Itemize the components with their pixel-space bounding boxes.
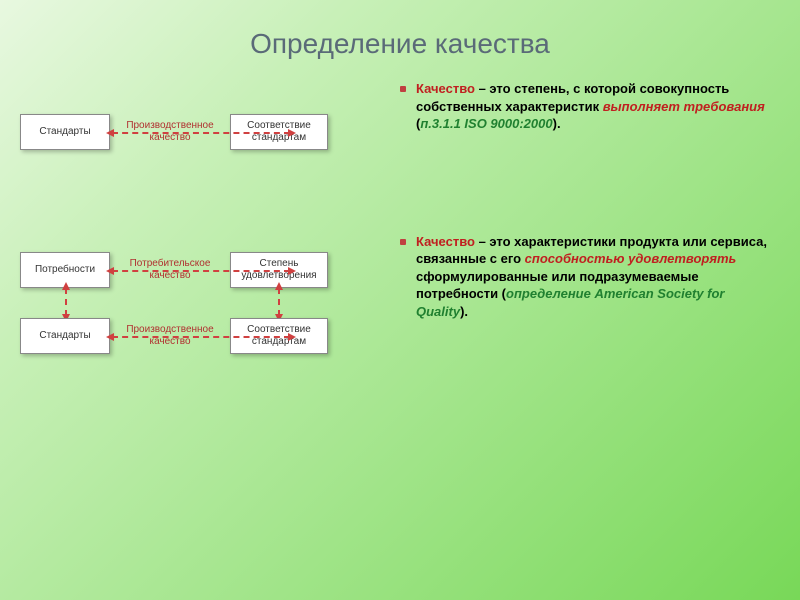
diagram-consumer-production: Потребности Потребительское качество Сте… — [20, 246, 390, 360]
definitions-column: Качество – это степень, с которой совоку… — [390, 80, 770, 450]
label-consumer-quality: Потребительское качество — [110, 258, 230, 282]
label-production-quality: Производственное качество — [110, 120, 230, 144]
def1-emphasis: выполняет требования — [603, 99, 765, 114]
term-quality: Качество — [416, 234, 475, 249]
diagram2-row1: Потребности Потребительское качество Сте… — [20, 246, 390, 294]
def2-tail2: ). — [460, 304, 468, 319]
def1-tail2: ). — [553, 116, 561, 131]
box-standards: Стандарты — [20, 318, 110, 354]
box-standards: Стандарты — [20, 114, 110, 150]
slide-title: Определение качества — [0, 0, 800, 60]
definition-asq: Качество – это характеристики продукта и… — [400, 233, 770, 321]
diagram1-row: Стандарты Производственное качество Соот… — [20, 108, 390, 156]
definition-iso-text: Качество – это степень, с которой совоку… — [416, 80, 770, 133]
content-area: Стандарты Производственное качество Соот… — [0, 60, 800, 450]
definition-asq-text: Качество – это характеристики продукта и… — [416, 233, 770, 321]
diagrams-column: Стандарты Производственное качество Соот… — [20, 80, 390, 450]
def1-reference: п.3.1.1 ISO 9000:2000 — [420, 116, 552, 131]
term-quality: Качество — [416, 81, 475, 96]
label-production-quality: Производственное качество — [110, 324, 230, 348]
definition-iso: Качество – это степень, с которой совоку… — [400, 80, 770, 133]
diagram-production-quality: Стандарты Производственное качество Соот… — [20, 108, 390, 156]
bullet-icon — [400, 86, 406, 92]
def2-emphasis: способностью удовлетворять — [525, 251, 737, 266]
diagram2-row2: Стандарты Производственное качество Соот… — [20, 312, 390, 360]
bullet-icon — [400, 239, 406, 245]
